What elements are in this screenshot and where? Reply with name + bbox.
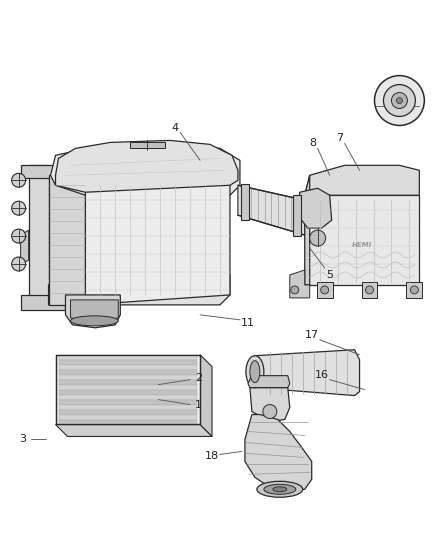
Polygon shape <box>21 165 56 178</box>
Circle shape <box>12 173 25 187</box>
Polygon shape <box>56 355 200 424</box>
Circle shape <box>321 286 328 294</box>
Polygon shape <box>200 355 212 437</box>
Polygon shape <box>50 142 240 195</box>
Bar <box>59 390 197 394</box>
Text: 8: 8 <box>309 139 316 148</box>
Ellipse shape <box>264 484 296 494</box>
Polygon shape <box>293 196 301 236</box>
Polygon shape <box>305 195 419 285</box>
Text: 16: 16 <box>314 370 328 379</box>
Text: 11: 11 <box>241 318 255 328</box>
Polygon shape <box>317 282 332 298</box>
Bar <box>59 370 197 375</box>
Circle shape <box>310 230 326 246</box>
Text: 2: 2 <box>195 373 202 383</box>
Polygon shape <box>298 188 332 228</box>
Bar <box>59 415 197 419</box>
Polygon shape <box>56 140 238 192</box>
Bar <box>59 365 197 370</box>
Ellipse shape <box>250 361 260 383</box>
Bar <box>59 385 197 390</box>
Text: 1: 1 <box>195 400 202 409</box>
Polygon shape <box>28 165 49 305</box>
Bar <box>59 379 197 385</box>
Polygon shape <box>250 387 290 422</box>
Polygon shape <box>21 295 66 310</box>
Bar <box>59 355 197 360</box>
Bar <box>59 360 197 365</box>
Polygon shape <box>71 300 118 322</box>
Polygon shape <box>238 185 305 235</box>
Polygon shape <box>406 282 422 298</box>
Circle shape <box>291 286 299 294</box>
Text: 5: 5 <box>326 270 333 280</box>
Circle shape <box>366 286 374 294</box>
Text: 7: 7 <box>336 133 343 143</box>
Circle shape <box>384 85 415 117</box>
Text: 3: 3 <box>19 434 26 445</box>
Bar <box>59 409 197 415</box>
Circle shape <box>12 229 25 243</box>
Text: 17: 17 <box>305 330 319 340</box>
Bar <box>59 375 197 379</box>
Circle shape <box>392 93 407 109</box>
Polygon shape <box>56 424 212 437</box>
Ellipse shape <box>257 481 303 497</box>
Text: 4: 4 <box>172 124 179 133</box>
Polygon shape <box>49 175 85 305</box>
Polygon shape <box>305 165 419 195</box>
Circle shape <box>12 201 25 215</box>
Polygon shape <box>240 184 249 220</box>
Ellipse shape <box>71 316 118 326</box>
Circle shape <box>374 76 424 125</box>
Bar <box>59 405 197 409</box>
Polygon shape <box>21 230 28 265</box>
Circle shape <box>410 286 418 294</box>
Polygon shape <box>66 295 120 328</box>
Text: HEMI: HEMI <box>351 242 372 248</box>
Polygon shape <box>290 270 310 298</box>
Polygon shape <box>248 376 290 387</box>
Ellipse shape <box>273 487 287 492</box>
Polygon shape <box>130 142 165 148</box>
Polygon shape <box>361 282 378 298</box>
Circle shape <box>263 405 277 418</box>
Ellipse shape <box>246 356 264 387</box>
Polygon shape <box>245 415 312 491</box>
Bar <box>59 394 197 400</box>
Polygon shape <box>49 270 230 305</box>
Circle shape <box>12 257 25 271</box>
Polygon shape <box>255 350 360 395</box>
Polygon shape <box>85 175 230 305</box>
Bar <box>59 419 197 424</box>
Polygon shape <box>305 175 310 285</box>
Circle shape <box>396 98 403 103</box>
Bar <box>59 400 197 405</box>
Text: 18: 18 <box>205 451 219 462</box>
